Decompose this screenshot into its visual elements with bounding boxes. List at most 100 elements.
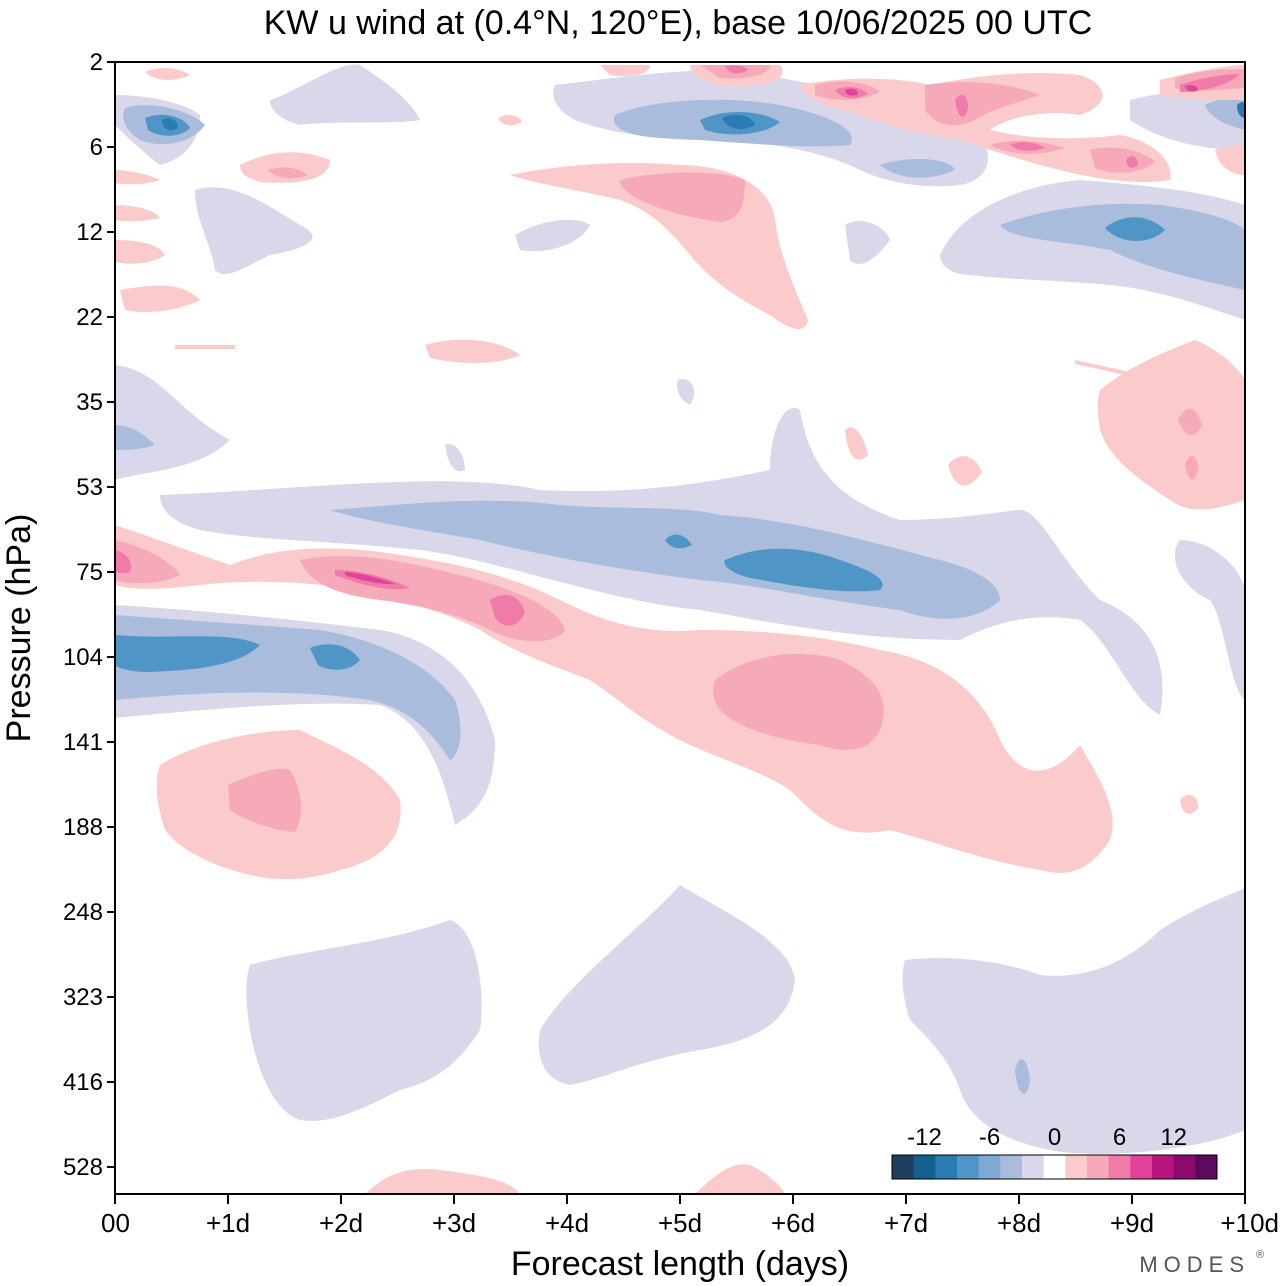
y-tick-label: 6 <box>90 134 103 161</box>
x-tick-label: +8d <box>997 1208 1041 1238</box>
y-tick-label: 35 <box>76 389 103 416</box>
contour-neg9-band-mid <box>724 548 883 592</box>
contour-pos3-right-bubble <box>1097 340 1245 510</box>
x-tick-label: +1d <box>206 1208 250 1238</box>
contour-pos6-small-b <box>1178 408 1202 436</box>
contour-pos9-top-b <box>955 94 968 118</box>
y-tick-label: 12 <box>76 219 103 246</box>
contour-neg3-lower-mid <box>538 885 795 1085</box>
y-tick-label: 104 <box>63 644 103 671</box>
x-tick-label: +3d <box>432 1208 476 1238</box>
contour-pos6-right-bubble <box>713 653 884 750</box>
contour-pos3-bottom-b <box>695 1164 785 1194</box>
y-axis-ticks: 2 6 12 22 35 53 75 104 141 188 248 323 416 528 <box>63 49 115 1181</box>
y-tick-label: 416 <box>63 1069 103 1096</box>
colorbar-swatch <box>1173 1155 1196 1179</box>
contour-pos6-band-75 <box>115 540 180 584</box>
contour-pos3-small-f <box>498 115 522 126</box>
contour-neg6-small-a <box>880 158 955 178</box>
y-tick-label: 323 <box>63 984 103 1011</box>
colorbar-swatch <box>957 1155 980 1179</box>
contour-pos3-bottom-a <box>365 1169 520 1194</box>
colorbar-frame <box>891 1154 1218 1180</box>
colorbar-swatch <box>1087 1155 1110 1179</box>
contour-pos3-band-75 <box>115 525 1113 873</box>
contour-neg12-top-left <box>162 117 178 131</box>
colorbar-label: 0 <box>1048 1124 1061 1151</box>
contour-pos3-top-c <box>120 285 200 312</box>
contour-pos6-small-a <box>268 167 308 179</box>
x-tick-label: +7d <box>884 1208 928 1238</box>
contour-neg6-small-b <box>1205 96 1245 130</box>
brand-logo: MODES <box>1139 1252 1250 1277</box>
contour-pos3-line-b <box>175 345 235 349</box>
contour-pos3-top-f <box>115 170 160 185</box>
contour-pos3-small-c <box>948 456 982 486</box>
y-tick-label: 141 <box>63 729 103 756</box>
contour-pos6-small-c <box>1185 455 1198 480</box>
contour-pos3-small-e <box>145 68 190 80</box>
contour-pos3-top-k <box>1215 145 1245 175</box>
colorbar-label: -6 <box>979 1124 1000 1151</box>
colorbar-swatch <box>1195 1155 1218 1179</box>
contour-pos3-small-b <box>845 427 868 460</box>
contour-pos3-top-d <box>115 240 165 264</box>
contour-neg3-top-a <box>270 64 420 125</box>
y-tick-label: 188 <box>63 814 103 841</box>
y-tick-label: 528 <box>63 1154 103 1181</box>
contour-pos3-top-e <box>115 205 160 222</box>
contour-pos9-top-f <box>725 65 748 74</box>
colorbar-label: 12 <box>1160 1124 1187 1151</box>
contour-neg3-lower-left <box>246 920 482 1121</box>
y-axis-label: Pressure (hPa) <box>0 514 38 743</box>
contour-pos9-top-d <box>1010 142 1045 151</box>
x-tick-label: 00 <box>101 1208 130 1238</box>
contour-pos9-left <box>115 550 132 574</box>
contour-neg9-band-104 <box>115 635 260 672</box>
brand-registered-mark: ® <box>1256 1249 1264 1261</box>
contour-neg3-small-a <box>515 219 590 252</box>
colorbar-swatch <box>978 1155 1001 1179</box>
contour-pos3-small-a <box>425 339 520 363</box>
colorbar-swatch <box>1043 1155 1066 1179</box>
contour-pos6-top-c <box>925 82 1040 126</box>
contour-neg9-top-right <box>1105 217 1165 242</box>
contour-neg3-lower-right <box>902 888 1245 1154</box>
y-tick-label: 22 <box>76 304 103 331</box>
contour-neg9-small-a <box>665 534 692 549</box>
x-axis-label: Forecast length (days) <box>511 1245 849 1283</box>
contour-neg6-small-d <box>1015 1059 1030 1094</box>
chart-title: KW u wind at (0.4°N, 120°E), base 10/06/… <box>264 4 1093 42</box>
x-tick-label: +5d <box>658 1208 702 1238</box>
colorbar-swatch <box>1065 1155 1088 1179</box>
contour-pos3-top-i <box>800 73 1171 182</box>
x-tick-label: +2d <box>319 1208 363 1238</box>
contour-pos9-band-75 <box>490 594 525 626</box>
contour-neg3-small-c <box>677 379 695 405</box>
colorbar-swatch <box>913 1155 936 1179</box>
contour-neg3-top-b <box>195 187 313 275</box>
colorbar-swatch <box>1130 1155 1153 1179</box>
x-tick-label: +9d <box>1110 1208 1154 1238</box>
colorbar-labels: -12 -6 0 6 12 <box>907 1124 1187 1151</box>
contour-neg3-small-b <box>845 220 890 264</box>
colorbar-swatch <box>1108 1155 1131 1179</box>
contour-neg3-upper-left <box>115 365 230 480</box>
colorbar-swatch <box>1000 1155 1023 1179</box>
y-tick-label: 53 <box>76 474 103 501</box>
contour-pos3-top-g <box>600 65 650 77</box>
x-tick-label: +6d <box>771 1208 815 1238</box>
contour-pos6-left-bubble <box>228 768 302 832</box>
colorbar-label: -12 <box>907 1124 942 1151</box>
colorbar-swatch <box>892 1155 915 1179</box>
x-tick-label: +4d <box>545 1208 589 1238</box>
contour-neg6-top-right <box>1000 203 1245 290</box>
contour-pos12-band-75 <box>345 572 395 585</box>
contour-pos9-top-e <box>1126 156 1138 168</box>
y-tick-label: 2 <box>90 49 103 76</box>
contour-fills <box>115 64 1245 1194</box>
contour-neg9-band-104b <box>310 644 360 670</box>
contour-pos3-small-d <box>1180 794 1198 814</box>
contour-pos6-top-a <box>620 172 745 222</box>
